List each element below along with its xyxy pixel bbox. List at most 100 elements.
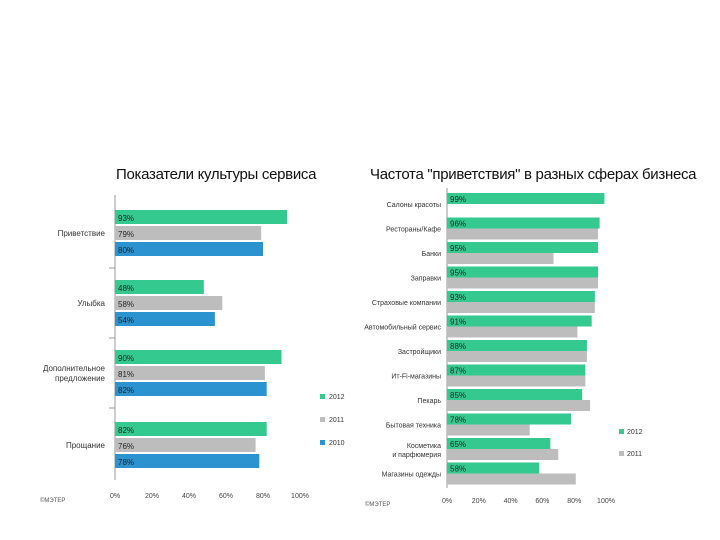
data-label: 96% xyxy=(450,220,466,229)
data-label: 80% xyxy=(118,246,134,255)
bar-2011 xyxy=(447,253,554,264)
bar-2012 xyxy=(115,350,282,364)
category-label: Приветствие xyxy=(58,229,106,238)
data-label: 88% xyxy=(450,342,466,351)
data-label: 76% xyxy=(118,442,134,451)
category-label: Магазины одежды xyxy=(382,472,441,479)
x-tick-label: 80% xyxy=(567,498,581,505)
chart-title: Показатели культуры сервиса xyxy=(116,166,317,183)
category-label: Улыбка xyxy=(77,299,105,308)
data-label: 87% xyxy=(450,367,466,376)
bar-2011 xyxy=(447,375,586,387)
legend-swatch-2011 xyxy=(619,451,624,456)
legend-label: 2010 xyxy=(329,440,345,447)
category-label: Ит-Fi-магазины xyxy=(391,374,441,381)
category-label: Застройщики xyxy=(398,348,441,356)
data-label: 79% xyxy=(118,230,134,239)
bar-2010 xyxy=(115,454,260,468)
bar-2012 xyxy=(447,193,605,204)
bar-2011 xyxy=(115,438,256,452)
data-label: 95% xyxy=(450,269,466,278)
legend-label: 2011 xyxy=(329,417,344,424)
x-tick-label: 60% xyxy=(219,493,233,500)
bar-2010 xyxy=(115,312,215,326)
category-label: Автомобильный сервис xyxy=(364,324,441,332)
bar-2012 xyxy=(115,422,267,436)
left-chart-panel: Показатели культуры сервиса 93% 79% 80% При… xyxy=(38,160,345,510)
legend-swatch-2012 xyxy=(320,394,325,399)
legend-label: 2012 xyxy=(627,429,643,436)
data-label: 85% xyxy=(450,391,466,400)
bar-2012 xyxy=(115,210,288,224)
bar-2011 xyxy=(115,226,262,240)
bar-2012 xyxy=(447,217,600,229)
service-culture-chart: 93% 79% 80% Приветствие 48% 58% 54% Улыбка 90% 81… xyxy=(40,195,345,504)
x-tick-label: 0% xyxy=(442,498,452,505)
x-tick-label: 40% xyxy=(182,493,196,500)
bar-2012 xyxy=(447,242,599,253)
data-label: 93% xyxy=(450,293,466,302)
bar-2011 xyxy=(447,277,599,289)
x-tick-label: 0% xyxy=(110,493,120,500)
x-tick-label: 100% xyxy=(291,493,309,500)
bar-2011 xyxy=(447,400,591,411)
bar-2011 xyxy=(115,296,223,310)
right-chart-panel: Частота "приветствия" в разных сферах би… xyxy=(340,160,696,510)
category-label: и парфюмерия xyxy=(392,452,441,459)
bar-2012 xyxy=(447,266,599,278)
bar-2011 xyxy=(447,351,587,362)
category-label: Банки xyxy=(422,251,441,258)
bar-2012 xyxy=(447,340,587,351)
data-label: 78% xyxy=(118,458,134,467)
bar-2012 xyxy=(447,438,551,449)
data-label: 81% xyxy=(118,370,134,379)
bar-2010 xyxy=(115,382,267,396)
x-tick-label: 20% xyxy=(145,493,159,500)
chart-title: Частота "приветствия" в разных сферах би… xyxy=(370,166,697,183)
category-label: Пекарь xyxy=(417,398,441,405)
data-label: 93% xyxy=(118,214,134,223)
bar-2011 xyxy=(115,366,265,380)
data-label: 95% xyxy=(450,244,466,253)
legend-label: 2012 xyxy=(329,394,345,401)
category-label: Салоны красоты xyxy=(387,202,441,209)
data-label: 58% xyxy=(118,300,134,309)
legend-swatch-2011 xyxy=(320,417,325,422)
data-label: 58% xyxy=(450,465,466,474)
bar-2011 xyxy=(447,302,595,313)
greeting-frequency-chart: 99% Салоны красоты 96% Рестораны/Кафе 95% Бан… xyxy=(364,188,643,508)
bar-2012 xyxy=(447,389,583,400)
bar-2012 xyxy=(447,364,586,376)
data-label: 82% xyxy=(118,426,134,435)
category-label: Дополнительное xyxy=(43,364,106,373)
bar-2011 xyxy=(447,449,559,460)
legend-swatch-2010 xyxy=(320,440,325,445)
bar-2011 xyxy=(447,228,599,240)
category-label: Заправки xyxy=(411,276,441,283)
bar-2012 xyxy=(447,462,540,474)
legend-label: 2011 xyxy=(627,451,642,458)
data-label: 82% xyxy=(118,386,134,395)
x-tick-label: 60% xyxy=(535,498,549,505)
x-tick-label: 20% xyxy=(472,498,486,505)
data-label: 91% xyxy=(450,318,466,327)
category-label: предложение xyxy=(55,374,106,383)
x-tick-label: 80% xyxy=(256,493,270,500)
data-label: 90% xyxy=(118,354,134,363)
bar-2011 xyxy=(447,473,576,485)
bar-2011 xyxy=(447,424,530,436)
source-label: ©МЭТЕР xyxy=(40,497,65,504)
data-label: 99% xyxy=(450,195,466,204)
bar-2012 xyxy=(115,280,204,294)
data-label: 48% xyxy=(118,284,134,293)
category-label: Страховые компании xyxy=(372,300,441,307)
x-tick-label: 40% xyxy=(504,498,518,505)
data-label: 65% xyxy=(450,440,466,449)
bar-2012 xyxy=(447,413,572,425)
legend-swatch-2012 xyxy=(619,429,624,434)
bar-2011 xyxy=(447,326,578,338)
category-label: Косметика xyxy=(407,443,441,450)
data-label: 78% xyxy=(450,416,466,425)
x-tick-label: 100% xyxy=(597,498,615,505)
bar-2012 xyxy=(447,315,592,327)
